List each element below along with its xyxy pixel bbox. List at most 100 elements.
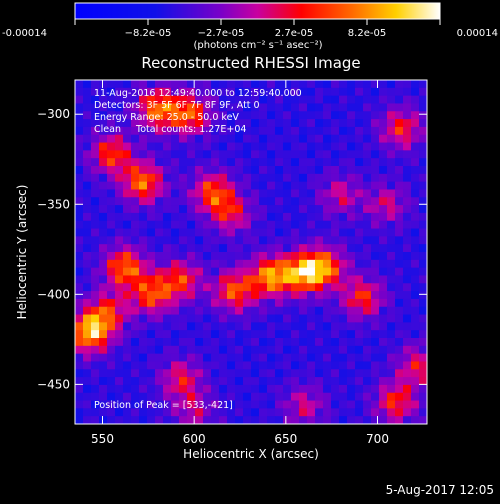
heatmap-cell [187,166,196,175]
heatmap-cell [323,369,332,378]
heatmap-cell [259,384,268,394]
heatmap-cell [243,408,252,417]
heatmap-cell [211,283,220,292]
heatmap-cell [283,345,292,355]
heatmap-cell [187,197,196,206]
heatmap-cell [83,408,92,417]
heatmap-cell [283,142,292,151]
heatmap-cell [403,267,412,277]
heatmap-cell [411,142,420,151]
heatmap-cell [315,384,324,394]
heatmap-cell [355,369,364,378]
heatmap-cell [123,267,132,277]
heatmap-cell [387,244,396,253]
info-annotations: 11-Aug-2016 12:49:40.000 to 12:59:40.000… [94,88,302,135]
heatmap-cell [251,338,260,347]
heatmap-cell [339,103,348,112]
heatmap-cell [419,408,427,417]
heatmap-cell [387,126,396,136]
heatmap-cell [315,345,324,355]
heatmap-cell [107,142,116,151]
heatmap-cell [403,126,412,136]
heatmap-cell [219,80,228,89]
heatmap-cell [275,173,284,183]
heatmap-cell [403,103,412,112]
heatmap-cell [203,416,212,424]
heatmap-cell [291,314,300,323]
heatmap-cell [107,283,116,292]
heatmap-cell [211,353,220,363]
heatmap-cell [203,252,212,261]
heatmap-cell [371,353,380,363]
heatmap-cell [139,259,148,269]
heatmap-cell [123,345,132,355]
heatmap-cell [395,103,404,112]
heatmap-cell [131,181,140,191]
heatmap-cell [83,80,92,89]
heatmap-cell [259,369,268,378]
heatmap-cell [123,197,132,206]
heatmap-cell [115,283,124,292]
heatmap-cell [363,197,372,206]
heatmap-cell [411,228,420,237]
heatmap-cell [275,416,284,424]
heatmap-cell [227,361,236,370]
heatmap-cell [371,384,380,394]
heatmap-cell [331,158,340,167]
heatmap-cell [395,220,404,230]
heatmap-cell [219,259,228,269]
heatmap-cell [323,361,332,370]
heatmap-cell [347,361,356,370]
heatmap-cell [123,80,132,89]
heatmap-cell [363,205,372,214]
heatmap-cell [299,322,308,331]
heatmap-cell [123,244,132,253]
heatmap-cell [371,306,380,316]
heatmap-cell [147,416,156,424]
chart-title: Reconstructed RHESSI Image [141,54,360,72]
heatmap-cell [219,205,228,214]
heatmap-cell [395,314,404,323]
heatmap-cells [75,80,427,424]
heatmap-cell [419,361,427,370]
heatmap-cell [355,267,364,277]
heatmap-cell [139,197,148,206]
heatmap-cell [115,220,124,230]
heatmap-cell [227,181,236,191]
heatmap-cell [195,87,204,97]
heatmap-cell [403,259,412,269]
x-tick-label: 600 [183,432,206,446]
heatmap-cell [299,181,308,191]
heatmap-cell [259,416,268,424]
heatmap-cell [123,111,132,120]
heatmap-cell [251,416,260,424]
heatmap-cell [251,150,260,159]
heatmap-cell [107,111,116,120]
heatmap-cell [291,338,300,347]
heatmap-cell [115,126,124,136]
heatmap-cell [395,252,404,261]
heatmap-cell [331,134,340,144]
heatmap-cell [163,80,172,89]
heatmap-cell [355,189,364,198]
heatmap-cell [107,150,116,159]
heatmap-cell [219,142,228,151]
heatmap-cell [91,189,100,198]
heatmap-cell [323,142,332,151]
heatmap-cell [107,361,116,370]
heatmap-cell [179,150,188,159]
heatmap-cell [171,150,180,159]
heatmap-cell [75,142,84,151]
heatmap-cell [315,267,324,277]
heatmap-cell [99,142,108,151]
heatmap-cell [339,80,348,89]
heatmap-cell [179,80,188,89]
heatmap-cell [251,142,260,151]
heatmap-cell [187,338,196,347]
heatmap-cell [387,361,396,370]
heatmap-cell [115,244,124,253]
heatmap-cell [323,306,332,316]
heatmap-cell [307,275,316,284]
heatmap-cell [179,205,188,214]
heatmap-cell [187,212,196,222]
